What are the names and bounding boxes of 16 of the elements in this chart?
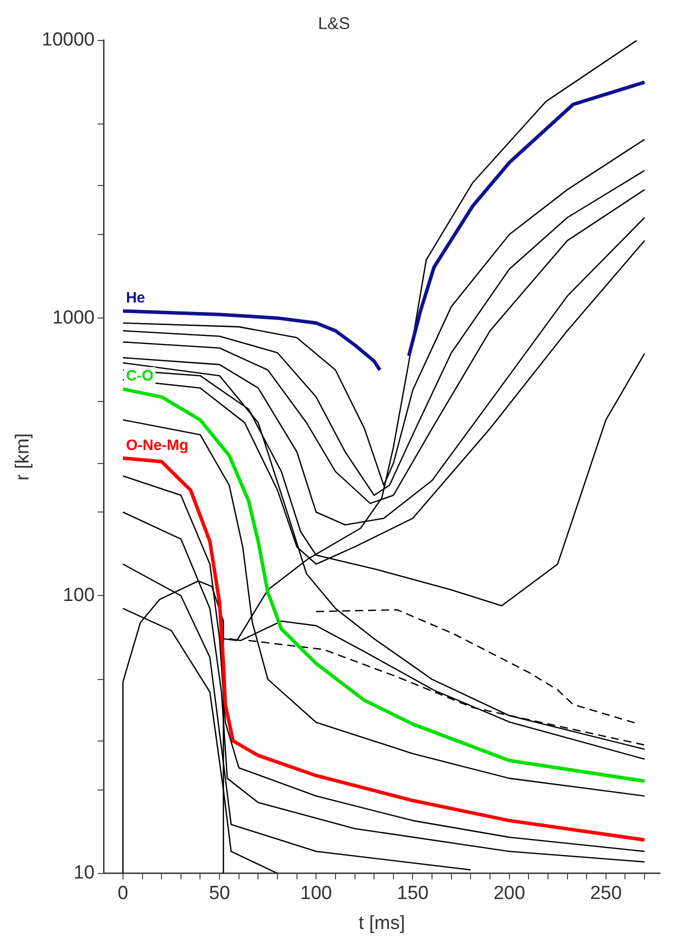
x-tick-label: 200 (493, 883, 526, 904)
y-tick-label: 1000 (52, 307, 95, 328)
series-label: O-Ne-Mg (126, 436, 188, 454)
x-tick-label: 150 (396, 883, 429, 904)
y-tick-label: 10000 (42, 30, 95, 51)
x-tick-label: 100 (300, 883, 332, 904)
x-tick-label: 50 (208, 883, 230, 904)
chart-title: L&S (318, 14, 350, 33)
series-label: C-O (126, 368, 154, 385)
y-tick-label: 10 (73, 862, 95, 884)
x-tick-label: 0 (118, 883, 128, 904)
y-tick-label: 100 (62, 584, 95, 606)
x-tick-label: 250 (590, 883, 622, 904)
series-label: He (126, 290, 146, 307)
y-axis-title: r [km] (12, 433, 34, 481)
x-axis-title: t [ms] (358, 912, 406, 934)
